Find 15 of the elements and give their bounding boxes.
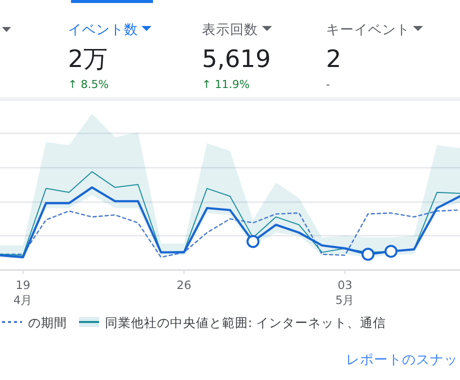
x-tick-label: 19 4月 [13, 278, 33, 307]
text: ↑ 8.5% [68, 78, 109, 91]
category-label: イベント数 [68, 22, 138, 38]
x-tick-label: 03 5月 [335, 278, 355, 307]
x-tick-label: 26 [176, 278, 192, 292]
legend-label: の期間 [28, 315, 67, 330]
category-label: キーイベント [326, 22, 410, 38]
text: 2万 [68, 45, 108, 73]
legend-label: 同業他社の中央値と範囲: インターネット、通信 [105, 315, 386, 330]
text: 5,619 [202, 45, 271, 73]
text: レポートのスナッ [346, 352, 458, 368]
text: 2 [326, 45, 342, 73]
text: - [326, 78, 330, 91]
category-label: 表示回数 [202, 22, 258, 38]
text: ↑ 11.9% [202, 78, 250, 91]
